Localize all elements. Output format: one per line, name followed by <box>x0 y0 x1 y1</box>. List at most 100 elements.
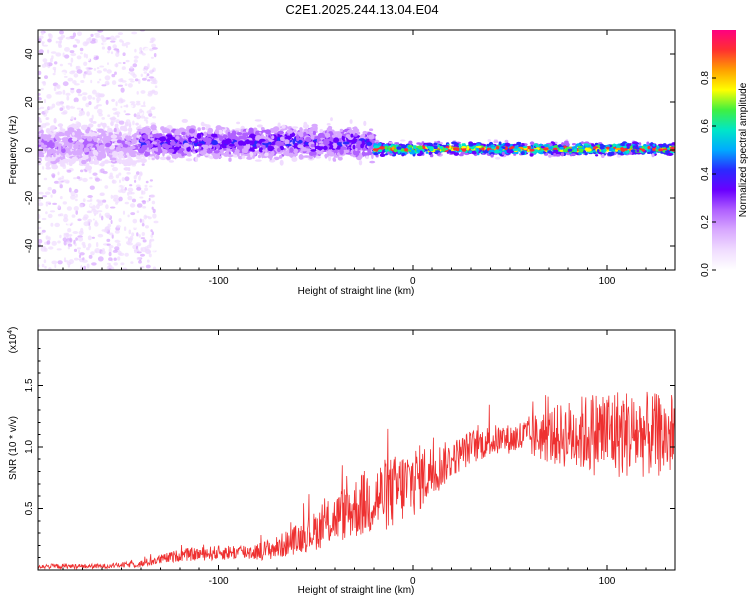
heatmap-cell <box>114 246 120 251</box>
heatmap-cell <box>578 148 584 152</box>
heatmap-cell <box>97 123 101 128</box>
heatmap-cell <box>133 59 138 63</box>
heatmap-cell <box>181 131 186 136</box>
heatmap-cell <box>86 111 90 117</box>
heatmap-cell <box>93 56 99 61</box>
heatmap-cell <box>154 85 158 88</box>
heatmap-cell <box>72 32 76 37</box>
heatmap-cell <box>89 185 95 190</box>
heatmap-cell <box>391 146 395 151</box>
heatmap-cell <box>91 236 95 239</box>
heatmap-cell <box>159 136 167 142</box>
figure-title: C2E1.2025.244.13.04.E04 <box>285 2 438 17</box>
heatmap-cell <box>78 139 85 143</box>
heatmap-cell <box>512 148 518 152</box>
heatmap-cell <box>157 148 163 153</box>
heatmap-cell <box>401 152 406 156</box>
heatmap-cell <box>92 172 98 176</box>
heatmap-cell <box>151 231 154 236</box>
heatmap-cell <box>252 148 255 152</box>
heatmap-cell <box>42 195 47 198</box>
heatmap-cell <box>94 250 98 253</box>
heatmap-cell <box>490 153 494 158</box>
heatmap-cell <box>188 128 196 134</box>
heatmap-cell <box>63 140 69 147</box>
heatmap-cell <box>87 219 93 223</box>
heatmap-cell <box>526 145 531 150</box>
heatmap-cell <box>362 130 368 135</box>
heatmap-cell <box>227 154 234 158</box>
heatmap-cell <box>333 139 336 143</box>
heatmap-cell <box>147 63 150 69</box>
spectrogram-x-tick-label: 100 <box>599 276 616 287</box>
heatmap-cell <box>127 237 130 242</box>
heatmap-cell <box>119 179 121 184</box>
heatmap-cell <box>129 101 136 104</box>
heatmap-cell <box>60 100 64 106</box>
heatmap-cell <box>60 71 66 75</box>
heatmap-cell <box>168 148 175 153</box>
heatmap-cell <box>384 153 388 156</box>
heatmap-cell <box>183 142 190 148</box>
heatmap-cell <box>291 126 299 129</box>
heatmap-cell <box>174 129 181 136</box>
heatmap-cell <box>76 69 83 74</box>
heatmap-cell <box>242 132 248 137</box>
heatmap-cell <box>67 264 71 268</box>
heatmap-cell <box>77 218 82 222</box>
heatmap-cell <box>50 51 57 54</box>
heatmap-cell <box>396 146 402 151</box>
colorbar-tick-label: 0.8 <box>700 71 711 85</box>
heatmap-cell <box>268 138 274 142</box>
heatmap-cell <box>327 125 333 130</box>
heatmap-cell <box>99 192 105 196</box>
heatmap-cell <box>106 215 111 219</box>
heatmap-cell <box>428 151 433 155</box>
snr-y-axis: 0.51.01.5 <box>24 347 675 559</box>
heatmap-cell <box>62 52 65 58</box>
heatmap-cell <box>83 265 86 270</box>
heatmap-cell <box>150 56 154 59</box>
heatmap-cell <box>82 73 86 77</box>
heatmap-cell <box>267 145 274 152</box>
heatmap-cell <box>389 150 393 154</box>
snr-multiplier-base: (x10 <box>8 333 19 353</box>
heatmap-cell <box>51 142 55 147</box>
heatmap-cell <box>127 195 133 201</box>
heatmap-cell <box>550 141 555 144</box>
heatmap-cell <box>66 95 70 101</box>
heatmap-cell <box>90 118 93 123</box>
heatmap-cell <box>73 177 77 180</box>
heatmap-cell <box>555 154 561 157</box>
heatmap-cell <box>46 141 54 147</box>
heatmap-cell <box>41 30 44 36</box>
heatmap-cell <box>113 257 117 261</box>
heatmap-cell <box>93 150 99 156</box>
heatmap-cell <box>159 156 167 161</box>
heatmap-cell <box>134 160 142 163</box>
heatmap-cell <box>108 232 114 236</box>
heatmap-cell <box>139 47 143 52</box>
heatmap-cell <box>74 257 79 261</box>
heatmap-cell <box>124 201 129 205</box>
heatmap-cell <box>133 113 137 118</box>
heatmap-cell <box>53 180 60 184</box>
heatmap-cell <box>79 47 84 52</box>
heatmap-cell <box>99 134 103 141</box>
heatmap-cell <box>400 139 406 142</box>
heatmap-cell <box>262 149 265 152</box>
heatmap-cell <box>514 145 519 149</box>
heatmap-cell <box>206 149 213 154</box>
heatmap-cell <box>245 139 250 145</box>
heatmap-cell <box>56 143 63 148</box>
heatmap-cell <box>121 177 125 182</box>
heatmap-cell <box>245 143 251 148</box>
heatmap-cell <box>67 62 73 65</box>
heatmap-cell <box>598 151 603 155</box>
heatmap-cell <box>74 117 77 121</box>
colorbar-tick-label: 0.6 <box>700 119 711 133</box>
heatmap-cell <box>118 153 124 158</box>
heatmap-cell <box>139 266 145 269</box>
heatmap-cell <box>75 198 78 202</box>
heatmap-cell <box>139 172 143 176</box>
